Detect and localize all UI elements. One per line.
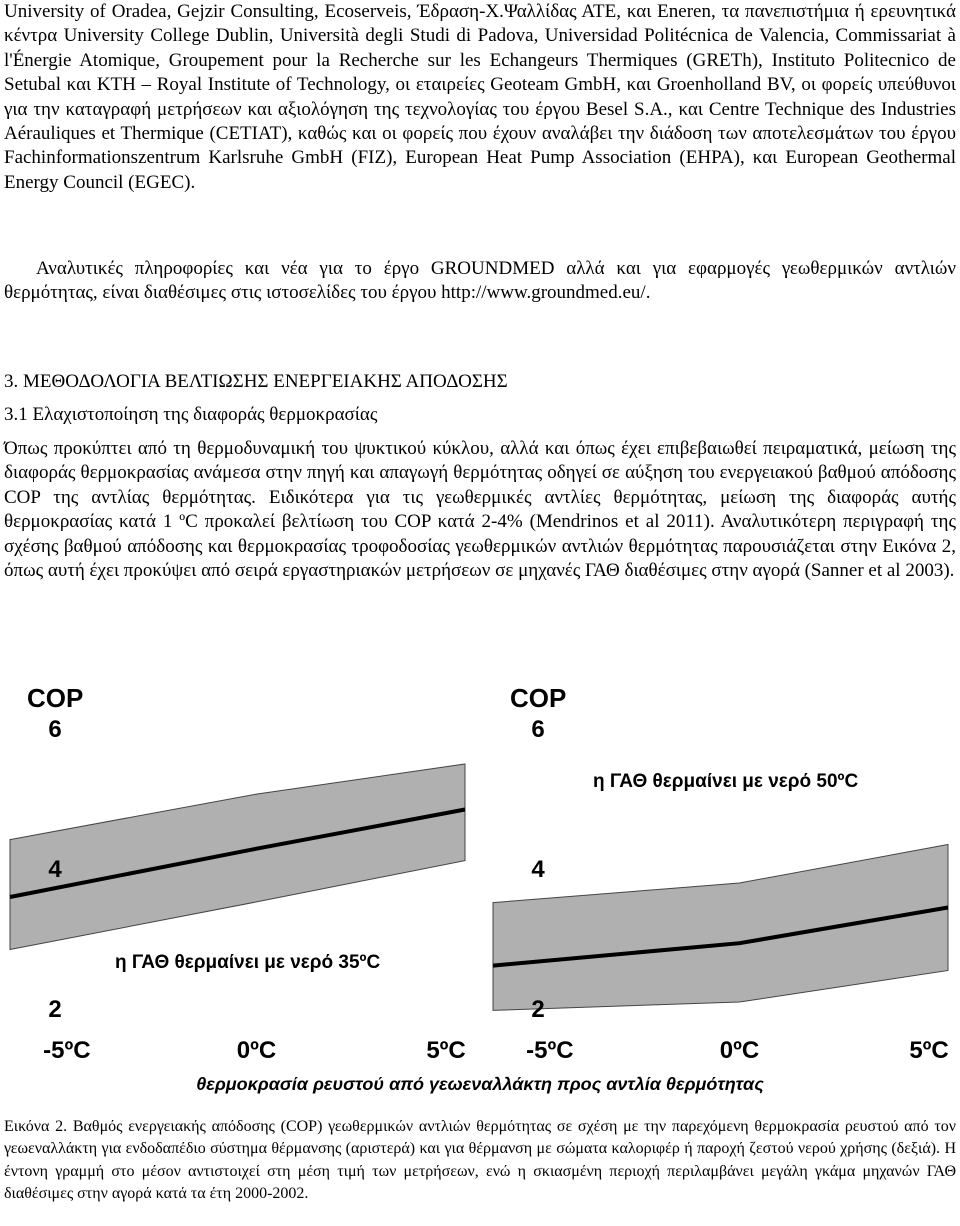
x-tick-label: 5ºC: [909, 1037, 948, 1064]
y-axis-title: COP: [510, 683, 566, 713]
x-tick-label: 0ºC: [720, 1037, 759, 1064]
heading: 3. ΜΕΘΟΔΟΛΟΓΙΑ ΒΕΛΤΙΩΣΗΣ ΕΝΕΡΓΕΙΑΚΗΣ ΑΠΟ…: [4, 371, 508, 392]
y-tick-label: 4: [48, 856, 62, 883]
y-tick-label: 2: [531, 996, 544, 1023]
x-axis-title: θερμοκρασία ρευστού από γεωεναλλάκτη προ…: [196, 1074, 764, 1094]
paragraph: Αναλυτικές πληροφορίες και νέα για το έρ…: [4, 258, 956, 304]
caption: Εικόνα 2. Βαθμός ενεργειακής απόδοσης (C…: [4, 1118, 956, 1202]
paragraph: Όπως προκύπτει από τη θερμοδυναμική του …: [4, 438, 956, 582]
x-tick-label: -5ºC: [526, 1037, 573, 1064]
annotation: η ΓΑΘ θερμαίνει με νερό 50ºC: [593, 771, 858, 792]
paragraph: University of Oradea, Gejzir Consulting,…: [4, 1, 956, 193]
y-tick-label: 2: [48, 996, 61, 1023]
x-tick-label: 0ºC: [237, 1037, 276, 1064]
mean-line: [492, 905, 949, 968]
range-band: [492, 843, 949, 1011]
x-tick-label: -5ºC: [43, 1037, 90, 1064]
annotation: η ΓΑΘ θερμαίνει με νερό 35ºC: [115, 952, 380, 973]
mean-line: [9, 807, 466, 899]
y-tick-label: 4: [531, 856, 545, 883]
x-tick-label: 5ºC: [426, 1037, 465, 1064]
y-tick-label: 6: [531, 716, 544, 743]
y-tick-label: 6: [48, 716, 61, 743]
figure: θερμοκρασία ρευστού από γεωεναλλάκτη προ…: [9, 680, 949, 1094]
range-band: [9, 763, 466, 951]
y-axis-title: COP: [27, 683, 83, 713]
subheading: 3.1 Ελαχιστοποίηση της διαφοράς θερμοκρα…: [4, 404, 378, 425]
